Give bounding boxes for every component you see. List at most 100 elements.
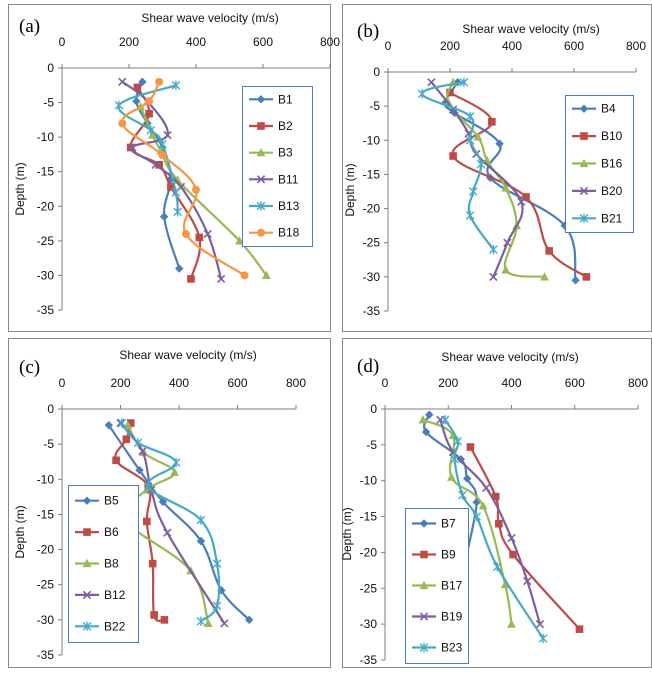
data-point	[522, 193, 530, 201]
data-point	[463, 474, 472, 483]
legend-marker	[580, 132, 588, 140]
legend-label: B6	[104, 525, 119, 539]
data-point	[538, 633, 548, 644]
series-b22	[117, 418, 222, 626]
data-point	[458, 490, 467, 500]
data-point	[465, 135, 475, 145]
legend-label: B20	[601, 184, 623, 198]
y-tick-label: 0	[370, 402, 377, 416]
x-axis-title: Shear wave velocity (m/s)	[441, 350, 578, 364]
data-point	[449, 152, 457, 160]
data-point	[447, 472, 456, 481]
legend-marker	[82, 496, 92, 505]
data-point	[472, 511, 482, 522]
y-tick-label: -10	[363, 133, 381, 147]
data-point	[216, 274, 226, 284]
data-point	[122, 435, 131, 444]
legend-item: B12	[75, 588, 126, 602]
y-tick-label: -5	[43, 96, 54, 110]
x-tick-label: 600	[564, 39, 584, 53]
data-point	[540, 272, 549, 281]
legend-label: B18	[278, 226, 300, 240]
data-point	[126, 143, 135, 152]
legend-item: B18	[249, 226, 300, 240]
x-tick-label: 0	[59, 376, 66, 390]
series-b18	[118, 77, 249, 280]
y-tick-label: -15	[37, 507, 55, 521]
x-tick-label: 200	[110, 376, 130, 390]
data-point	[450, 454, 459, 464]
series-b10	[446, 88, 591, 281]
data-point	[146, 125, 156, 135]
data-point	[261, 270, 271, 280]
data-point	[465, 210, 475, 220]
data-point	[155, 77, 164, 86]
y-tick-label: 0	[47, 402, 54, 416]
data-point	[482, 483, 491, 493]
data-point	[133, 438, 143, 448]
y-tick-label: -10	[37, 130, 55, 144]
y-tick-label: -15	[363, 167, 381, 181]
data-point	[418, 415, 428, 424]
data-point	[163, 130, 172, 140]
legend-label: B22	[104, 619, 126, 633]
data-point	[181, 229, 190, 238]
y-tick-label: -25	[360, 581, 378, 595]
y-tick-label: -35	[360, 653, 378, 667]
data-point	[118, 119, 127, 128]
data-point	[117, 418, 127, 428]
y-tick-label: -35	[37, 303, 55, 317]
y-axis-title: Depth (m)	[13, 162, 27, 215]
legend: B5 B6 B8 B12 B22	[68, 485, 139, 643]
legend-marker	[419, 642, 429, 653]
chart-panel: (b) Shear wave velocity (m/s) Depth (m) 0 20…	[342, 4, 652, 332]
legend-marker	[256, 201, 266, 211]
data-point	[143, 517, 151, 526]
y-tick-label: -35	[37, 648, 55, 662]
data-point	[143, 481, 153, 491]
legend-marker	[83, 528, 91, 536]
data-point	[503, 238, 512, 247]
data-point	[158, 139, 167, 149]
data-point	[145, 97, 154, 106]
y-tick-label: 0	[373, 65, 380, 79]
x-tick-label: 0	[382, 376, 389, 390]
legend-label: B2	[278, 119, 293, 133]
legend-label: B13	[278, 199, 300, 213]
x-axis-title: Shear wave velocity (m/s)	[462, 22, 599, 36]
data-point	[104, 420, 113, 430]
x-tick-label: 800	[628, 376, 648, 390]
data-point	[466, 443, 475, 451]
data-point	[196, 616, 206, 626]
series-b9	[466, 443, 584, 633]
legend-item: B4	[572, 102, 616, 116]
data-point	[163, 528, 172, 537]
legend-label: B3	[278, 146, 293, 160]
data-point	[126, 419, 135, 427]
data-point	[465, 111, 475, 121]
y-tick-label: -15	[360, 510, 378, 524]
data-point	[220, 619, 229, 628]
y-tick-label: -5	[43, 437, 54, 451]
x-tick-label: 400	[186, 35, 206, 49]
legend-marker	[256, 95, 266, 104]
legend: B1 B2 B3 B11 B13 B18	[242, 86, 313, 247]
data-point	[148, 130, 157, 139]
legend-label: B12	[104, 588, 126, 602]
x-tick-label: 400	[169, 376, 189, 390]
data-point	[203, 229, 212, 239]
legend-item: B2	[249, 119, 293, 133]
y-tick-label: -15	[37, 165, 55, 179]
data-point	[478, 501, 488, 510]
legend-label: B1	[278, 92, 293, 106]
series-b21	[417, 77, 498, 255]
panel-label: (a)	[19, 16, 40, 37]
legend-marker	[579, 158, 589, 168]
data-point	[148, 559, 157, 568]
data-point	[167, 183, 175, 191]
data-point	[196, 515, 206, 525]
legend: B4 B10 B16 B20 B21	[565, 95, 634, 233]
legend-label: B7	[441, 517, 456, 531]
legend-item: B21	[572, 211, 623, 225]
series-b6	[112, 419, 169, 624]
